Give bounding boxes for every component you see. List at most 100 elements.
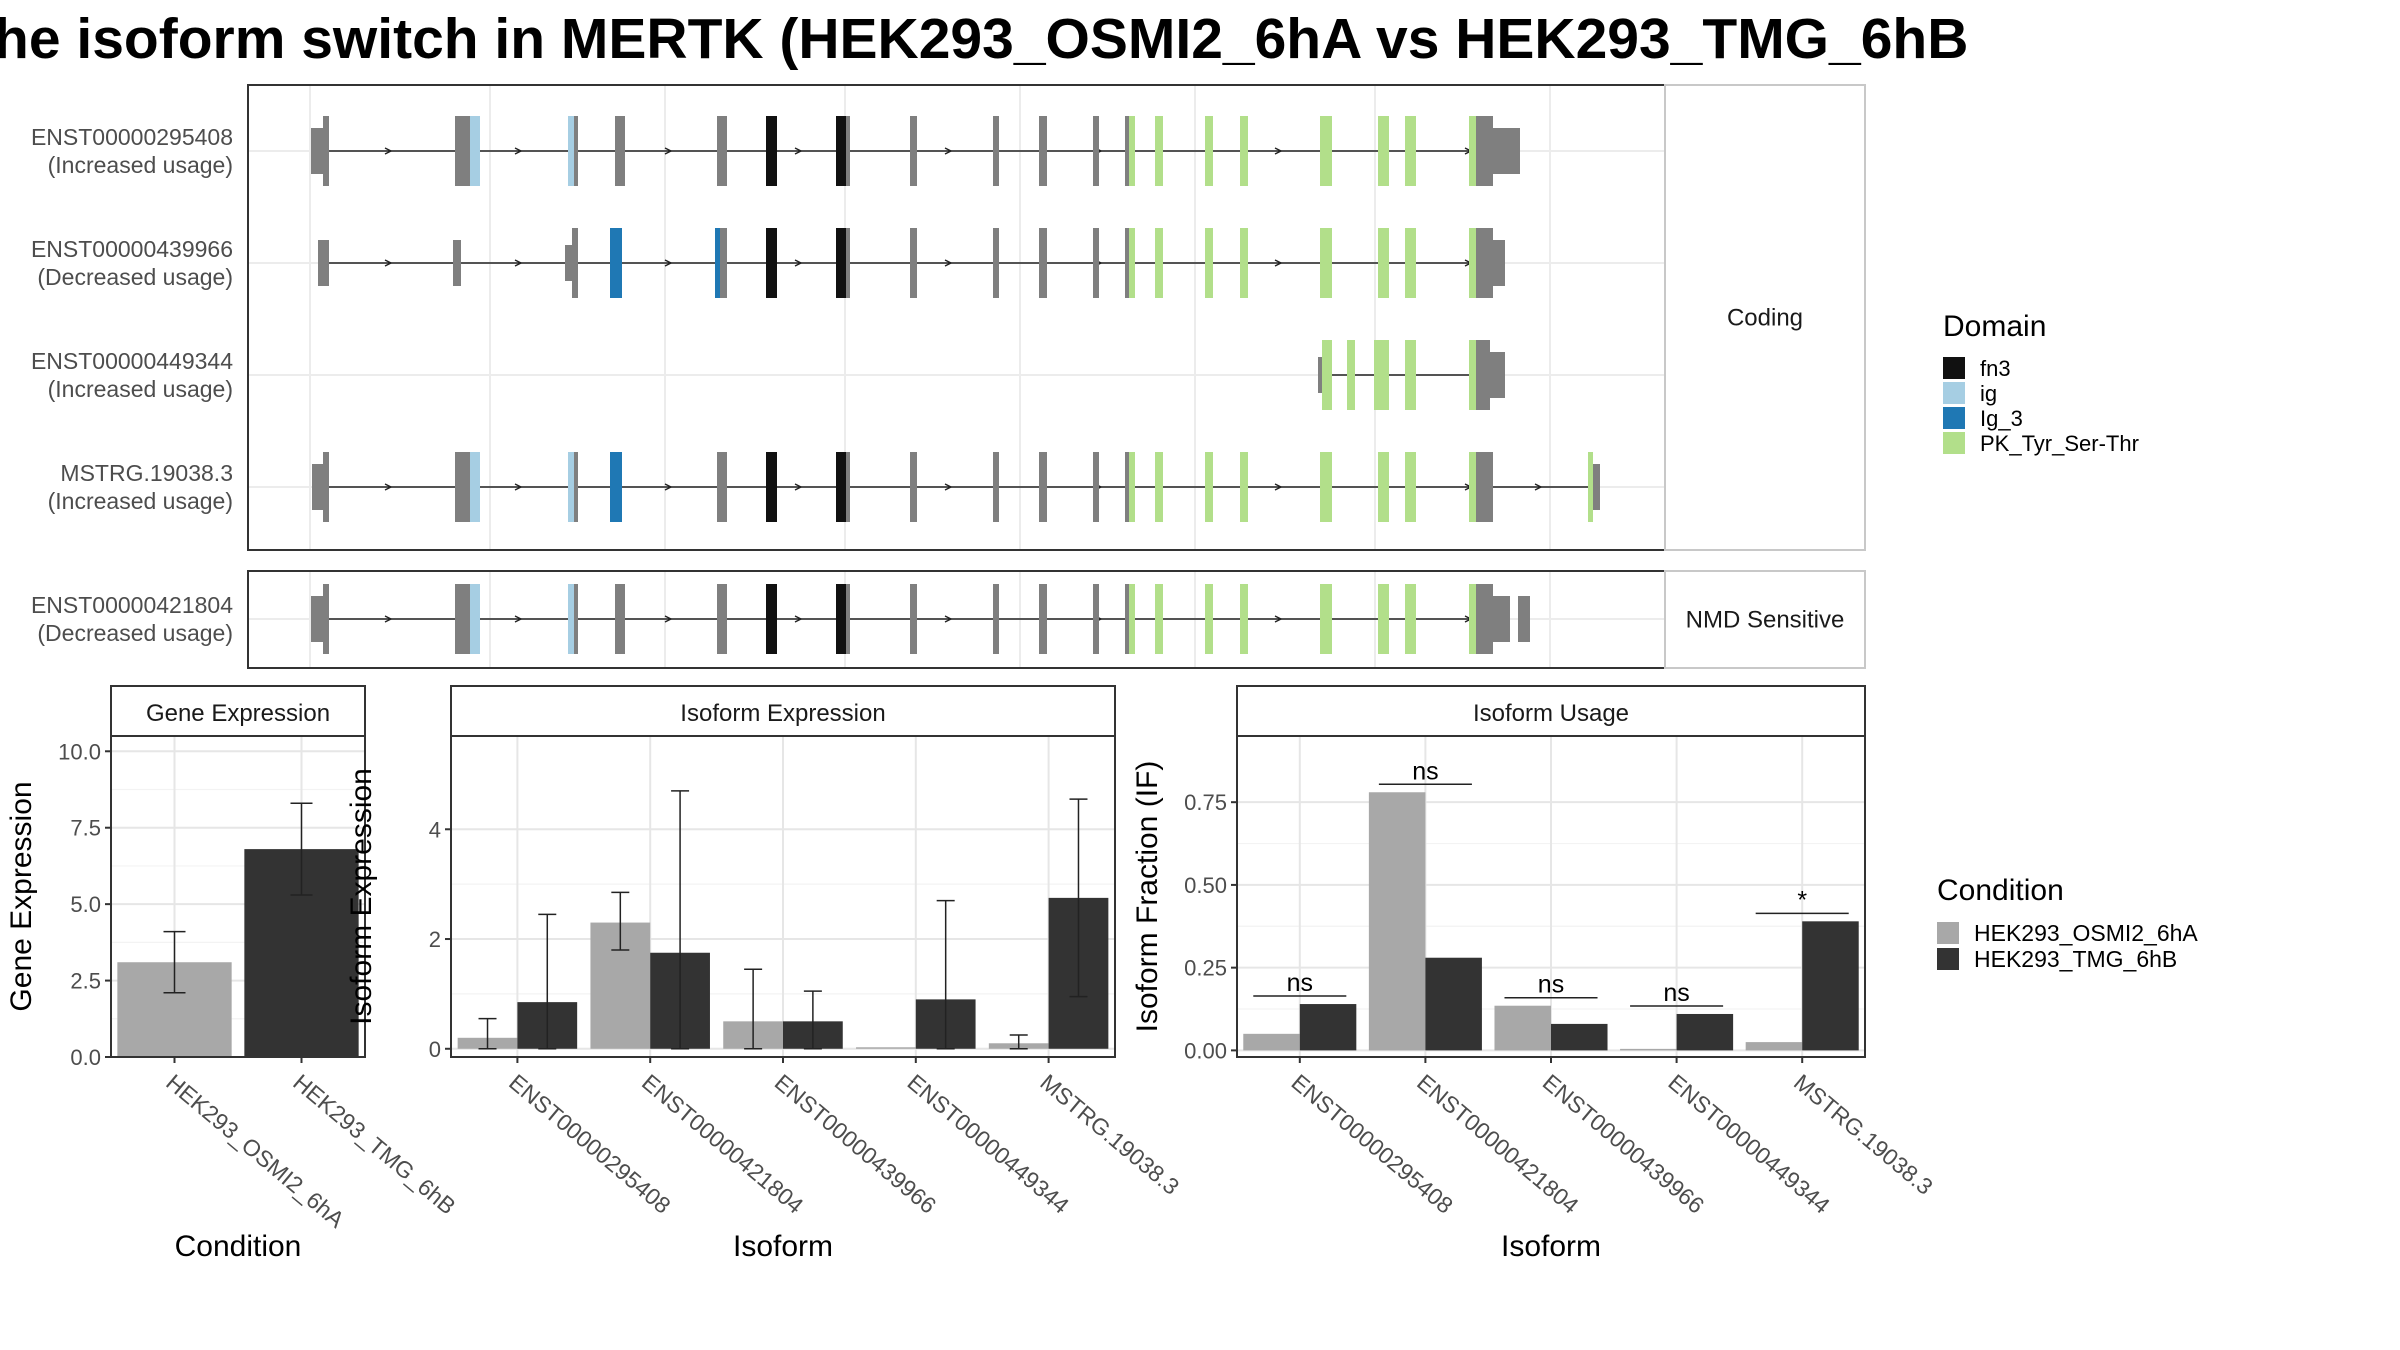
x-axis-title: Condition xyxy=(175,1230,302,1263)
y-axis-title: Isoform Expression xyxy=(345,768,378,1025)
exon-block xyxy=(615,116,625,186)
bar xyxy=(1243,1033,1300,1051)
strand-arrow xyxy=(1274,615,1283,623)
y-tick-label: 0.00 xyxy=(1184,1038,1227,1063)
x-axis-title: Isoform xyxy=(1501,1230,1601,1263)
exon-block xyxy=(717,116,727,186)
exon-block xyxy=(470,452,480,522)
y-tick-label: 5.0 xyxy=(70,892,101,917)
transcript-usage-label: (Increased usage) xyxy=(48,376,233,402)
facet-strip-label: Coding xyxy=(1727,305,1803,332)
strand-arrow xyxy=(794,483,803,491)
exon-block xyxy=(455,584,470,654)
transcript-id-label: MSTRG.19038.3 xyxy=(60,460,233,486)
exon-block xyxy=(1469,340,1476,410)
transcript-id-label: ENST00000295408 xyxy=(31,124,233,150)
strand-arrow xyxy=(944,615,953,623)
bar xyxy=(856,1047,916,1049)
exon-block xyxy=(1378,584,1389,654)
bar xyxy=(1551,1023,1608,1051)
bar-chart-panels: Gene Expression0.02.55.07.510.0HEK293_OS… xyxy=(5,685,1938,1263)
strand-arrow xyxy=(664,259,673,267)
exon-block xyxy=(1469,116,1476,186)
strand-arrow xyxy=(664,147,673,155)
exon-block xyxy=(565,245,572,281)
panel-strip-label: Isoform Usage xyxy=(1473,700,1629,727)
exon-block xyxy=(836,116,846,186)
y-tick-label: 7.5 xyxy=(70,816,101,841)
exon-block xyxy=(1240,116,1248,186)
exon-block xyxy=(720,228,727,298)
exon-block xyxy=(1125,584,1129,654)
exon-block xyxy=(1405,228,1416,298)
significance-label: ns xyxy=(1287,969,1313,997)
y-tick-label: 0.0 xyxy=(70,1045,101,1070)
exon-block xyxy=(1039,116,1047,186)
exon-block xyxy=(1093,228,1099,298)
y-tick-label: 0.25 xyxy=(1184,956,1227,981)
bar xyxy=(1802,921,1859,1051)
domain-legend-title: Domain xyxy=(1943,310,2046,343)
condition-legend-key xyxy=(1937,922,1959,944)
exon-block xyxy=(615,584,625,654)
exon-block xyxy=(1039,228,1047,298)
exon-block xyxy=(1125,452,1129,522)
exon-block xyxy=(610,228,622,298)
exon-block xyxy=(470,116,480,186)
exon-block xyxy=(1205,116,1213,186)
exon-block xyxy=(1155,228,1163,298)
strand-arrow xyxy=(664,615,673,623)
exon-block xyxy=(910,452,917,522)
exon-block xyxy=(993,584,999,654)
strand-arrow xyxy=(514,259,523,267)
strand-arrow xyxy=(514,147,523,155)
significance-label: ns xyxy=(1412,757,1438,785)
exon-block xyxy=(1320,228,1332,298)
strand-arrow xyxy=(384,259,393,267)
domain-legend-label: ig xyxy=(1980,381,1997,406)
panel-strip xyxy=(450,685,1116,737)
transcript-id-label: ENST00000439966 xyxy=(31,236,233,262)
exon-block xyxy=(846,584,850,654)
exon-block xyxy=(846,452,850,522)
exon-block xyxy=(1476,584,1493,654)
strand-arrow xyxy=(1274,147,1283,155)
exon-block xyxy=(1205,452,1213,522)
strand-arrow xyxy=(944,259,953,267)
strand-arrow xyxy=(944,147,953,155)
exon-block xyxy=(1374,340,1389,410)
strand-arrow xyxy=(944,483,953,491)
strand-arrow xyxy=(794,147,803,155)
exon-block xyxy=(1469,452,1476,522)
strand-arrow xyxy=(514,615,523,623)
exon-block xyxy=(1205,584,1213,654)
exon-block xyxy=(836,584,846,654)
exon-block xyxy=(993,228,999,298)
transcript-usage-label: (Increased usage) xyxy=(48,488,233,514)
exon-block xyxy=(1493,128,1520,174)
bar xyxy=(1299,1004,1357,1051)
figure-title: he isoform switch in MERTK (HEK293_OSMI2… xyxy=(0,7,1968,71)
exon-block xyxy=(1093,116,1099,186)
bar xyxy=(1620,1048,1677,1051)
structure-facet-background xyxy=(248,85,1665,550)
exon-block xyxy=(766,584,777,654)
exon-block xyxy=(1518,596,1530,642)
exon-block xyxy=(1320,584,1332,654)
bar xyxy=(1745,1042,1803,1051)
exon-block xyxy=(1476,116,1493,186)
exon-block xyxy=(910,116,917,186)
exon-block xyxy=(910,228,917,298)
exon-block xyxy=(1469,228,1476,298)
exon-block xyxy=(568,452,574,522)
exon-block xyxy=(836,228,846,298)
strand-arrow xyxy=(1274,483,1283,491)
condition-legend-title: Condition xyxy=(1937,874,2064,907)
condition-legend-label: HEK293_TMG_6hB xyxy=(1974,946,2177,972)
exon-block xyxy=(455,452,470,522)
exon-block xyxy=(568,584,574,654)
exon-block xyxy=(574,452,578,522)
strand-arrow xyxy=(1274,259,1283,267)
exon-block xyxy=(993,452,999,522)
